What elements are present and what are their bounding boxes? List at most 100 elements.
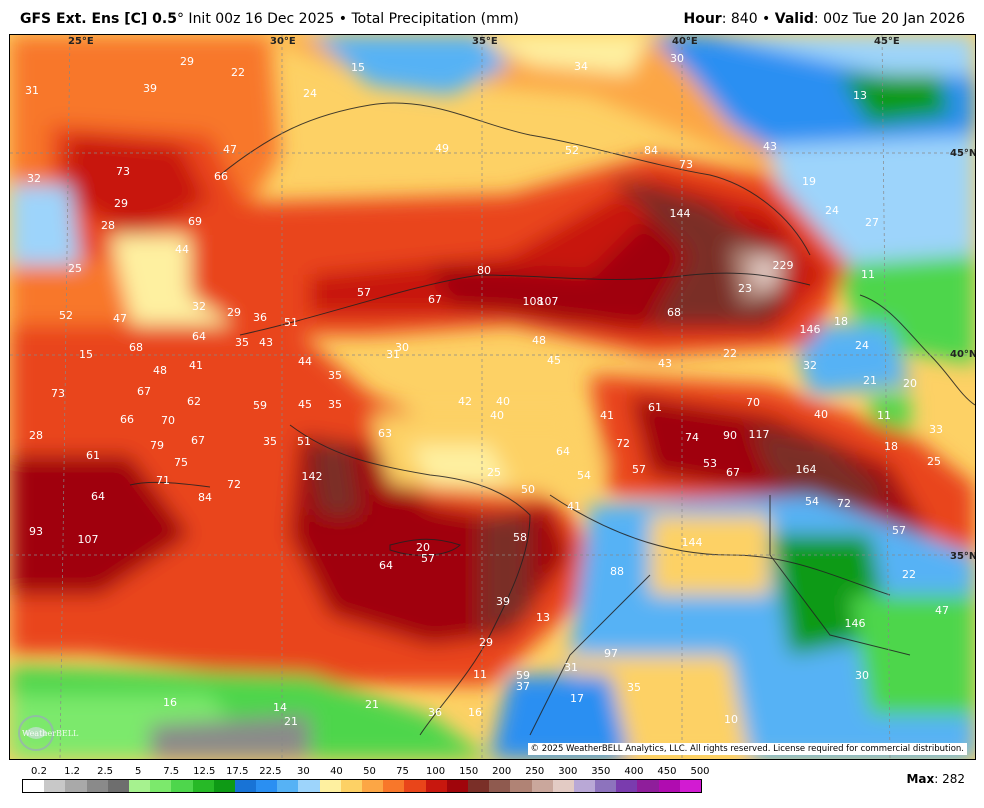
legend-swatch — [319, 780, 341, 792]
precip-value-label: 14 — [273, 701, 287, 714]
legend-tick-label: 2.5 — [97, 766, 114, 777]
precip-value-label: 31 — [386, 348, 400, 361]
degree-symbol: ° — [176, 11, 184, 27]
precip-value-label: 62 — [187, 395, 201, 408]
lat-35-label: 35°N — [950, 551, 975, 562]
precip-value-label: 59 — [516, 669, 530, 682]
legend-ticks: 0.2 1.2 2.5 5 7.5 12.5 17.5 22.5 30 40 50 75 100 150 2… — [22, 766, 710, 778]
legend-swatch — [425, 780, 447, 792]
precip-value-label: 164 — [796, 463, 817, 476]
precip-value-label: 75 — [174, 456, 188, 469]
precip-value-label: 31 — [25, 84, 39, 97]
precip-value-label: 15 — [79, 348, 93, 361]
precip-value-label: 44 — [175, 243, 189, 256]
legend-swatch — [510, 780, 532, 792]
legend-swatch — [86, 780, 108, 792]
legend-swatch — [277, 780, 299, 792]
precip-value-label: 54 — [577, 469, 591, 482]
precip-value-label: 30 — [855, 669, 869, 682]
precip-value-label: 107 — [538, 295, 559, 308]
precip-value-label: 84 — [644, 144, 658, 157]
valid-label: Valid — [774, 11, 814, 27]
bullet: • — [334, 11, 352, 27]
precip-value-label: 61 — [648, 401, 662, 414]
precip-value-label: 49 — [435, 142, 449, 155]
lat-40-label: 40°N — [950, 349, 975, 360]
coastlines — [129, 102, 975, 736]
legend-tick-label: 1.2 — [64, 766, 80, 777]
precip-value-label: 32 — [192, 300, 206, 313]
field-name: Total Precipitation (mm) — [351, 11, 519, 27]
legend-swatch — [404, 780, 426, 792]
precip-value-label: 229 — [773, 259, 794, 272]
header: GFS Ext. Ens [C] 0.5° Init 00z 16 Dec 20… — [0, 0, 984, 34]
precip-value-label: 45 — [298, 398, 312, 411]
color-legend: 0.2 1.2 2.5 5 7.5 12.5 17.5 22.5 30 40 50 75 100 150 2… — [22, 766, 710, 793]
legend-swatch — [573, 780, 596, 792]
legend-swatch — [256, 780, 278, 792]
precip-value-label: 57 — [632, 463, 646, 476]
precip-value-label: 57 — [892, 524, 906, 537]
precip-value-label: 40 — [490, 409, 504, 422]
lon-35-label: 35°E — [472, 36, 498, 47]
precip-value-label: 57 — [421, 552, 435, 565]
precip-value-label: 67 — [428, 293, 442, 306]
precip-value-label: 21 — [365, 698, 379, 711]
legend-tick-label: 500 — [690, 766, 710, 777]
precip-value-label: 36 — [428, 706, 442, 719]
legend-tick-label: 300 — [558, 766, 578, 777]
legend-swatch — [531, 780, 553, 792]
precip-value-label: 31 — [564, 661, 578, 674]
legend-tick-label: 40 — [330, 766, 343, 777]
legend-swatch — [595, 780, 617, 792]
precip-value-label: 52 — [565, 144, 579, 157]
precip-value-label: 108 — [523, 295, 544, 308]
precip-value-label: 80 — [477, 264, 491, 277]
map-title: GFS Ext. Ens [C] 0.5° Init 00z 16 Dec 20… — [20, 11, 519, 27]
legend-swatch — [171, 780, 193, 792]
coordinate-labels: 25°E 30°E 35°E 40°E 45°E 45°N 40°N 35°N — [68, 36, 975, 562]
legend-tick-label: 30 — [297, 766, 310, 777]
legend-swatch — [234, 780, 257, 792]
precip-value-label: 29 — [180, 55, 194, 68]
legend-swatch — [213, 780, 235, 792]
precip-value-label: 67 — [191, 434, 205, 447]
legend-swatch — [192, 780, 214, 792]
precip-value-label: 35 — [627, 681, 641, 694]
bullet: • — [757, 11, 775, 27]
legend-tick-label: 200 — [492, 766, 512, 777]
precipitation-map[interactable]: 25°E 30°E 35°E 40°E 45°E 45°N 40°N 35°N … — [9, 34, 976, 760]
precip-value-label: 41 — [567, 500, 581, 513]
precip-value-label: 57 — [357, 286, 371, 299]
precip-value-label: 23 — [738, 282, 752, 295]
hour-value: : 840 — [721, 11, 758, 27]
precip-value-label: 73 — [679, 158, 693, 171]
legend-tick-label: 17.5 — [226, 766, 249, 777]
precip-value-label: 43 — [259, 336, 273, 349]
precip-value-label: 66 — [120, 413, 134, 426]
precip-value-label: 68 — [667, 306, 681, 319]
precip-value-label: 69 — [188, 215, 202, 228]
precip-value-label: 13 — [536, 611, 550, 624]
precip-value-label: 64 — [192, 330, 206, 343]
precip-value-label: 16 — [468, 706, 482, 719]
precip-value-label: 48 — [153, 364, 167, 377]
copyright-notice: © 2025 WeatherBELL Analytics, LLC. All r… — [527, 743, 967, 755]
precip-value-label: 90 — [723, 429, 737, 442]
precip-value-label: 22 — [902, 568, 916, 581]
precip-value-label: 48 — [532, 334, 546, 347]
lon-40-label: 40°E — [672, 36, 698, 47]
precip-value-label: 54 — [805, 495, 819, 508]
precip-value-label: 22 — [231, 66, 245, 79]
precip-value-label: 51 — [284, 316, 298, 329]
precip-value-label: 11 — [473, 668, 487, 681]
precip-value-label: 66 — [214, 170, 228, 183]
precip-value-label: 43 — [658, 357, 672, 370]
precip-value-label: 27 — [865, 216, 879, 229]
legend-tick-label: 0.2 — [31, 766, 47, 777]
precip-value-label: 93 — [29, 525, 43, 538]
legend-swatch — [23, 780, 45, 792]
precip-value-label: 39 — [143, 82, 157, 95]
precip-value-label: 72 — [227, 478, 241, 491]
value-labels: 31 39 29 22 15 24 34 30 13 32 73 66 47 49 52 84 73 43 19 29… — [25, 52, 949, 728]
